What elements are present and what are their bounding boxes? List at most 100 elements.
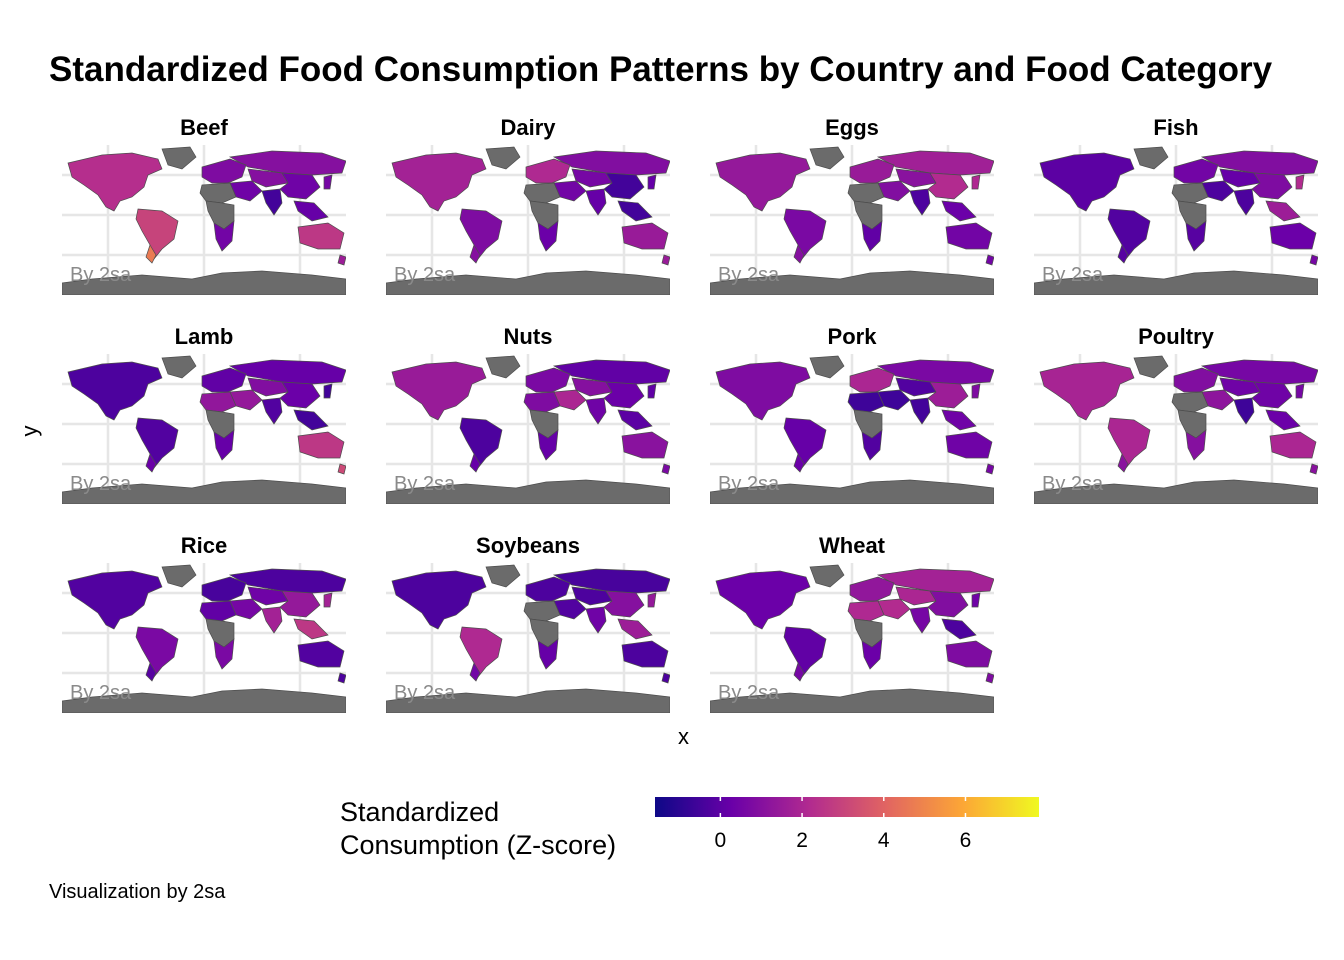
region-russia [552, 568, 670, 594]
region-australia [945, 640, 993, 668]
region-mideast [229, 389, 263, 411]
region-patagonia [793, 662, 805, 682]
region-patagonia [793, 453, 805, 473]
region-northamerica [715, 361, 811, 421]
region-australia [621, 222, 669, 250]
facet-map: By 2sa [386, 563, 670, 713]
region-australia [297, 640, 345, 668]
facet-pork: Pork By 2sa [710, 324, 994, 514]
region-europe [849, 367, 895, 393]
region-india [909, 397, 931, 425]
region-japan [323, 592, 333, 608]
region-africa_s [213, 220, 235, 252]
region-russia [876, 359, 994, 385]
region-seasia [293, 618, 329, 640]
region-centralasia [895, 168, 937, 188]
region-africa_n [523, 600, 561, 622]
region-seasia [1265, 200, 1301, 222]
region-europe [525, 576, 571, 602]
region-china [1251, 381, 1293, 409]
region-africa_s [861, 638, 883, 670]
legend-colorbar [655, 797, 1039, 817]
region-antarctica [62, 270, 346, 295]
watermark: By 2sa [718, 682, 780, 704]
region-russia [876, 568, 994, 594]
region-patagonia [469, 244, 481, 264]
region-russia [1200, 359, 1318, 385]
region-nz [985, 463, 994, 475]
region-southamerica [783, 626, 827, 678]
region-china [927, 172, 969, 200]
facet-title: Nuts [503, 324, 553, 349]
region-india [909, 606, 931, 634]
region-japan [1295, 383, 1305, 399]
region-mideast [877, 598, 911, 620]
facet-title: Pork [827, 324, 877, 349]
region-nz [661, 672, 670, 684]
region-northamerica [715, 570, 811, 630]
region-antarctica [386, 270, 670, 295]
region-japan [323, 383, 333, 399]
region-india [1233, 188, 1255, 216]
region-seasia [617, 200, 653, 222]
region-africa_n [199, 600, 237, 622]
region-europe [849, 158, 895, 184]
region-europe [1173, 367, 1219, 393]
region-centralasia [895, 586, 937, 606]
region-australia [945, 431, 993, 459]
watermark: By 2sa [1042, 473, 1104, 495]
legend-title-line2: Consumption (Z-score) [340, 830, 617, 860]
facet-map: By 2sa [1034, 354, 1318, 504]
region-nz [1309, 254, 1318, 266]
region-greenland [1133, 146, 1169, 170]
region-africa_s [213, 638, 235, 670]
region-greenland [485, 355, 521, 379]
region-southamerica [135, 208, 179, 260]
facet-soybeans: Soybeans By 2sa [386, 533, 670, 723]
region-india [261, 397, 283, 425]
region-japan [1295, 174, 1305, 190]
region-seasia [1265, 409, 1301, 431]
region-japan [647, 383, 657, 399]
region-china [927, 590, 969, 618]
region-africa_s [861, 220, 883, 252]
region-centralasia [571, 168, 613, 188]
region-patagonia [145, 244, 157, 264]
region-australia [945, 222, 993, 250]
region-japan [647, 174, 657, 190]
region-greenland [1133, 355, 1169, 379]
region-mideast [877, 180, 911, 202]
region-antarctica [62, 688, 346, 713]
region-greenland [809, 146, 845, 170]
region-africa_n [523, 391, 561, 413]
region-southamerica [459, 208, 503, 260]
watermark: By 2sa [394, 264, 456, 286]
watermark: By 2sa [70, 473, 132, 495]
region-africa_n [199, 391, 237, 413]
region-northamerica [391, 152, 487, 212]
region-africa_n [1171, 391, 1209, 413]
legend-tick-label: 4 [877, 829, 890, 852]
region-nz [337, 254, 346, 266]
facet-title: Lamb [174, 324, 234, 349]
region-japan [971, 383, 981, 399]
region-centralasia [247, 377, 289, 397]
region-europe [525, 158, 571, 184]
region-greenland [485, 564, 521, 588]
legend-title: Standardized Consumption (Z-score) [340, 796, 616, 862]
y-axis-label: y [17, 425, 42, 437]
facet-map: By 2sa [62, 354, 346, 504]
legend-title-line1: Standardized [340, 797, 500, 827]
facet-map: By 2sa [1034, 145, 1318, 295]
facet-map: By 2sa [710, 563, 994, 713]
region-seasia [293, 200, 329, 222]
facet-map: By 2sa [710, 145, 994, 295]
region-australia [297, 431, 345, 459]
region-africa_s [213, 429, 235, 461]
region-nz [661, 463, 670, 475]
x-axis-label: x [678, 724, 689, 749]
facet-title: Wheat [819, 533, 885, 558]
watermark: By 2sa [394, 473, 456, 495]
region-antarctica [1034, 479, 1318, 504]
region-mideast [877, 389, 911, 411]
